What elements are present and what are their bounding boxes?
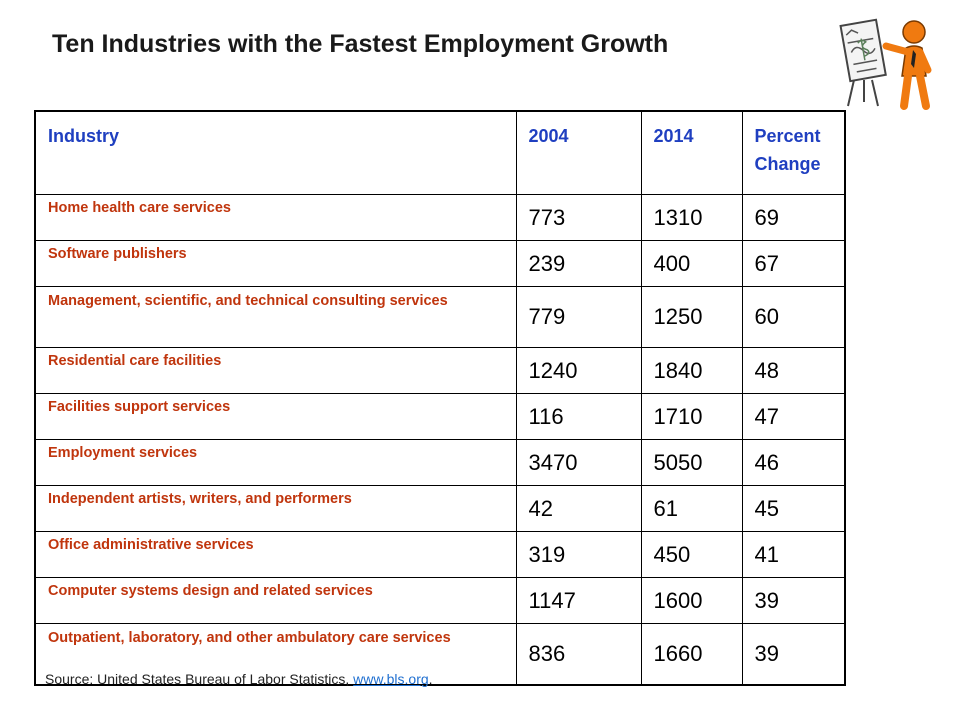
- value-2004: 116: [515, 393, 642, 440]
- table-row: Employment services 3470 5050 46: [34, 439, 846, 486]
- industry-name: Home health care services: [34, 194, 517, 241]
- percent-change: 46: [741, 439, 846, 486]
- industry-name: Residential care facilities: [34, 347, 517, 394]
- table-row: Software publishers 239 400 67: [34, 240, 846, 287]
- percent-change: 48: [741, 347, 846, 394]
- employment-growth-table: Industry 2004 2014 Percent Change Home h…: [34, 110, 846, 686]
- value-2004: 1240: [515, 347, 642, 394]
- table-header-row: Industry 2004 2014 Percent Change: [34, 110, 846, 195]
- presenter-with-chart-icon: [839, 18, 932, 110]
- industry-name: Computer systems design and related serv…: [34, 577, 517, 624]
- table-row: Computer systems design and related serv…: [34, 577, 846, 624]
- value-2014: 1660: [640, 623, 743, 686]
- source-suffix: .: [428, 671, 433, 687]
- table-row: Facilities support services 116 1710 47: [34, 393, 846, 440]
- value-2004: 319: [515, 531, 642, 578]
- source-link[interactable]: www.bls.org: [353, 671, 429, 687]
- percent-change: 39: [741, 623, 846, 686]
- table-row: Management, scientific, and technical co…: [34, 286, 846, 348]
- value-2004: 1147: [515, 577, 642, 624]
- industry-name: Facilities support services: [34, 393, 517, 440]
- header-2014: 2014: [640, 110, 743, 195]
- value-2014: 61: [640, 485, 743, 532]
- header-industry: Industry: [34, 110, 517, 195]
- industry-name: Software publishers: [34, 240, 517, 287]
- value-2004: 779: [515, 286, 642, 348]
- percent-change: 39: [741, 577, 846, 624]
- value-2004: 836: [515, 623, 642, 686]
- page-title: Ten Industries with the Fastest Employme…: [52, 30, 669, 58]
- value-2014: 1840: [640, 347, 743, 394]
- table-row: Outpatient, laboratory, and other ambula…: [34, 623, 846, 686]
- table-row: Office administrative services 319 450 4…: [34, 531, 846, 578]
- percent-change: 47: [741, 393, 846, 440]
- percent-change: 60: [741, 286, 846, 348]
- source-text: Source: United States Bureau of Labor St…: [45, 671, 354, 687]
- percent-change: 69: [741, 194, 846, 241]
- percent-change: 67: [741, 240, 846, 287]
- value-2004: 239: [515, 240, 642, 287]
- value-2014: 1710: [640, 393, 743, 440]
- industry-name: Office administrative services: [34, 531, 517, 578]
- table-row: Residential care facilities 1240 1840 48: [34, 347, 846, 394]
- value-2014: 1250: [640, 286, 743, 348]
- value-2004: 773: [515, 194, 642, 241]
- percent-change: 41: [741, 531, 846, 578]
- table-row: Independent artists, writers, and perfor…: [34, 485, 846, 532]
- value-2014: 400: [640, 240, 743, 287]
- table-row: Home health care services 773 1310 69: [34, 194, 846, 241]
- industry-name: Management, scientific, and technical co…: [34, 286, 517, 348]
- value-2014: 1310: [640, 194, 743, 241]
- value-2004: 42: [515, 485, 642, 532]
- value-2014: 450: [640, 531, 743, 578]
- industry-name: Independent artists, writers, and perfor…: [34, 485, 517, 532]
- header-2004: 2004: [515, 110, 642, 195]
- header-percent-change: Percent Change: [741, 110, 846, 195]
- percent-change: 45: [741, 485, 846, 532]
- value-2004: 3470: [515, 439, 642, 486]
- value-2014: 1600: [640, 577, 743, 624]
- industry-name: Employment services: [34, 439, 517, 486]
- source-note: Source: United States Bureau of Labor St…: [45, 671, 433, 687]
- industry-name: Outpatient, laboratory, and other ambula…: [34, 623, 517, 686]
- value-2014: 5050: [640, 439, 743, 486]
